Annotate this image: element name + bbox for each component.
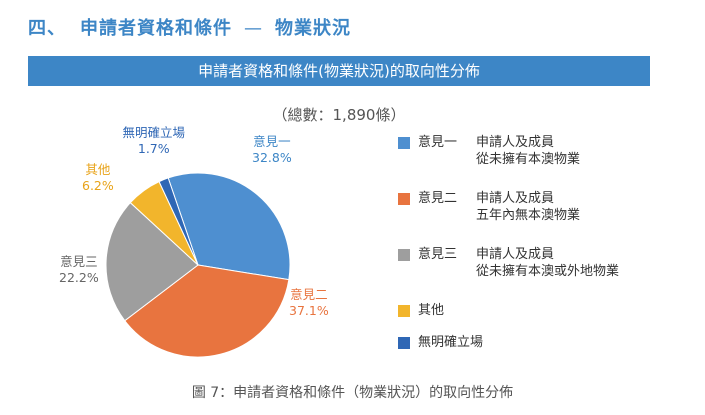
slice-label: 其他 6.2% <box>82 162 114 194</box>
legend-description-line: 申請人及成員 <box>476 247 555 262</box>
slice-label-name: 其他 <box>85 162 111 177</box>
legend-label: 意見三 <box>418 247 458 262</box>
slice-label-value: 22.2% <box>59 270 99 285</box>
pie-slice-5 <box>158 177 199 266</box>
total-count: （總數：1,890條） <box>272 106 406 124</box>
legend-description: 申請人及成員從未擁有本澳物業 <box>476 134 580 168</box>
slice-label: 意見三 22.2% <box>59 254 99 286</box>
legend-description: 申請人及成員五年內無本澳物業 <box>476 190 580 224</box>
legend-label: 意見一 <box>418 135 458 150</box>
slice-label-name: 意見二 <box>290 287 328 302</box>
legend-swatch <box>398 305 410 317</box>
legend-description-line: 申請人及成員 <box>476 191 555 206</box>
slice-label-value: 32.8% <box>252 150 292 165</box>
legend-description-line: 申請人及成員 <box>476 135 555 150</box>
pie-slice-3 <box>105 201 199 322</box>
legend-description: 申請人及成員從未擁有本澳或外地物業 <box>476 246 619 280</box>
slice-label-value: 6.2% <box>82 178 114 193</box>
section-number: 四、 <box>28 18 66 39</box>
section-heading: 四、 申請者資格和條件 — 物業狀況 <box>28 14 351 40</box>
legend-swatch <box>398 193 410 205</box>
pie-slice-1 <box>167 172 291 281</box>
slice-label-name: 意見一 <box>253 134 291 149</box>
slice-label: 意見一 32.8% <box>252 134 292 166</box>
legend-label: 其他 <box>418 303 445 318</box>
slice-label-name: 無明確立場 <box>122 125 186 140</box>
legend-swatch <box>398 137 410 149</box>
pie-slice-2 <box>124 264 290 358</box>
chart-title-banner: 申請者資格和條件(物業狀況)的取向性分佈 <box>28 56 650 86</box>
slice-label: 無明確立場 1.7% <box>123 125 186 157</box>
slice-label-name: 意見三 <box>60 254 98 269</box>
legend-swatch <box>398 337 410 349</box>
legend-swatch <box>398 249 410 261</box>
legend-label: 意見二 <box>418 191 458 206</box>
section-title: 申請者資格和條件 <box>80 18 232 39</box>
slice-label: 意見二 37.1% <box>289 287 329 319</box>
legend-description-line: 五年內無本澳物業 <box>476 208 581 223</box>
slice-label-value: 1.7% <box>137 141 170 156</box>
legend-description-line: 從未擁有本澳或外地物業 <box>476 264 620 279</box>
slice-label-value: 37.1% <box>289 303 329 318</box>
figure-caption: 圖 7：申請者資格和條件（物業狀況）的取向性分佈 <box>191 385 514 401</box>
legend-description-line: 從未擁有本澳物業 <box>476 152 581 167</box>
legend-label: 無明確立場 <box>418 335 484 350</box>
section-subtitle: 物業狀況 <box>275 18 351 39</box>
heading-dash: — <box>244 18 263 39</box>
